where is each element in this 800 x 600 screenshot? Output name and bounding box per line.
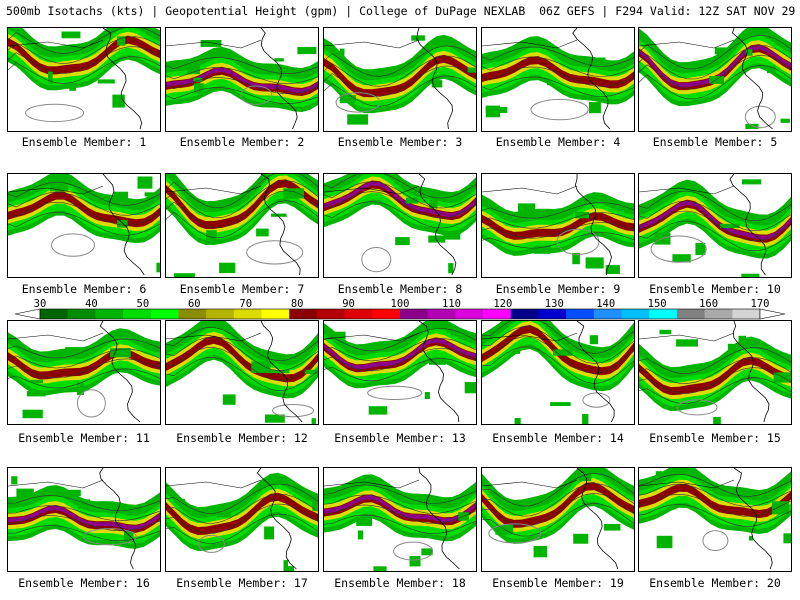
- map-title: 500mb Isotachs (kts) | Geopotential Heig…: [6, 4, 800, 18]
- member-caption-12: Ensemble Member: 12: [176, 431, 308, 445]
- member-caption-20: Ensemble Member: 20: [649, 576, 781, 590]
- member-caption-19: Ensemble Member: 19: [492, 576, 624, 590]
- member-caption-16: Ensemble Member: 16: [18, 576, 150, 590]
- ensemble-panel-8[interactable]: [323, 173, 477, 278]
- colorbar-tick-label: 70: [239, 298, 253, 310]
- ensemble-panel-11[interactable]: [7, 320, 161, 425]
- jet-stream-map: [166, 28, 318, 130]
- member-caption-3: Ensemble Member: 3: [337, 135, 463, 149]
- jet-stream-map: [639, 28, 791, 130]
- isotach-colorbar: [14, 308, 786, 320]
- ensemble-panel-13[interactable]: [323, 320, 477, 425]
- ensemble-panel-15[interactable]: [638, 320, 792, 425]
- jet-stream-map: [8, 28, 160, 130]
- colorbar-tick-label: 130: [544, 298, 564, 310]
- ensemble-panel-2[interactable]: [165, 27, 319, 132]
- ensemble-panel-9[interactable]: [481, 173, 635, 278]
- jet-stream-map: [8, 174, 160, 276]
- colorbar-tick-label: 90: [342, 298, 355, 310]
- member-caption-4: Ensemble Member: 4: [495, 135, 621, 149]
- ensemble-panel-1[interactable]: [7, 27, 161, 132]
- jet-stream-map: [324, 468, 476, 571]
- ensemble-panel-14[interactable]: [481, 320, 635, 425]
- colorbar-tick-label: 120: [493, 298, 513, 310]
- ensemble-panel-3[interactable]: [323, 27, 477, 132]
- ensemble-panel-7[interactable]: [165, 173, 319, 278]
- ensemble-panel-6[interactable]: [7, 173, 161, 278]
- ensemble-panel-20[interactable]: [638, 467, 792, 572]
- jet-stream-map: [639, 321, 791, 424]
- jet-stream-map: [482, 28, 634, 130]
- ensemble-panel-17[interactable]: [165, 467, 319, 572]
- member-caption-6: Ensemble Member: 6: [21, 282, 147, 296]
- member-caption-15: Ensemble Member: 15: [649, 431, 781, 445]
- member-caption-18: Ensemble Member: 18: [334, 576, 466, 590]
- jet-stream-map: [166, 321, 318, 424]
- colorbar-tick-label: 30: [33, 298, 47, 310]
- colorbar-tick-label: 160: [699, 298, 719, 310]
- ensemble-panel-4[interactable]: [481, 27, 635, 132]
- colorbar-tick-label: 110: [441, 298, 461, 310]
- jet-stream-map: [482, 174, 634, 276]
- ensemble-panel-19[interactable]: [481, 467, 635, 572]
- member-caption-2: Ensemble Member: 2: [179, 135, 305, 149]
- member-caption-9: Ensemble Member: 9: [495, 282, 621, 296]
- member-caption-14: Ensemble Member: 14: [492, 431, 624, 445]
- member-caption-10: Ensemble Member: 10: [649, 282, 781, 296]
- colorbar-tick-label: 50: [136, 298, 150, 310]
- ensemble-panel-12[interactable]: [165, 320, 319, 425]
- colorbar-tick-label: 140: [596, 298, 616, 310]
- jet-stream-map: [8, 321, 160, 423]
- colorbar-tick-label: 60: [187, 298, 201, 310]
- ensemble-panel-18[interactable]: [323, 467, 477, 572]
- ensemble-panel-16[interactable]: [7, 467, 161, 572]
- jet-stream-map: [639, 468, 791, 570]
- jet-stream-map: [8, 468, 160, 570]
- jet-stream-map: [482, 321, 634, 424]
- ensemble-panel-5[interactable]: [638, 27, 792, 132]
- colorbar-tick-label: 80: [290, 298, 304, 310]
- ensemble-panel-10[interactable]: [638, 173, 792, 278]
- colorbar-tick-label: 100: [390, 298, 410, 310]
- member-caption-11: Ensemble Member: 11: [18, 431, 150, 445]
- member-caption-17: Ensemble Member: 17: [176, 576, 308, 590]
- member-caption-8: Ensemble Member: 8: [337, 282, 463, 296]
- jet-stream-map: [639, 174, 791, 277]
- member-caption-5: Ensemble Member: 5: [652, 135, 778, 149]
- jet-stream-map: [324, 174, 476, 276]
- member-caption-1: Ensemble Member: 1: [21, 135, 147, 149]
- jet-stream-map: [166, 468, 318, 571]
- member-caption-13: Ensemble Member: 13: [334, 431, 466, 445]
- colorbar-tick-label: 150: [647, 298, 667, 310]
- jet-stream-map: [166, 174, 318, 277]
- colorbar-tick-label: 40: [85, 298, 98, 310]
- jet-stream-map: [324, 28, 476, 130]
- jet-stream-map: [482, 468, 634, 570]
- jet-stream-map: [324, 321, 476, 423]
- member-caption-7: Ensemble Member: 7: [179, 282, 305, 296]
- colorbar-tick-label: 170: [750, 298, 770, 310]
